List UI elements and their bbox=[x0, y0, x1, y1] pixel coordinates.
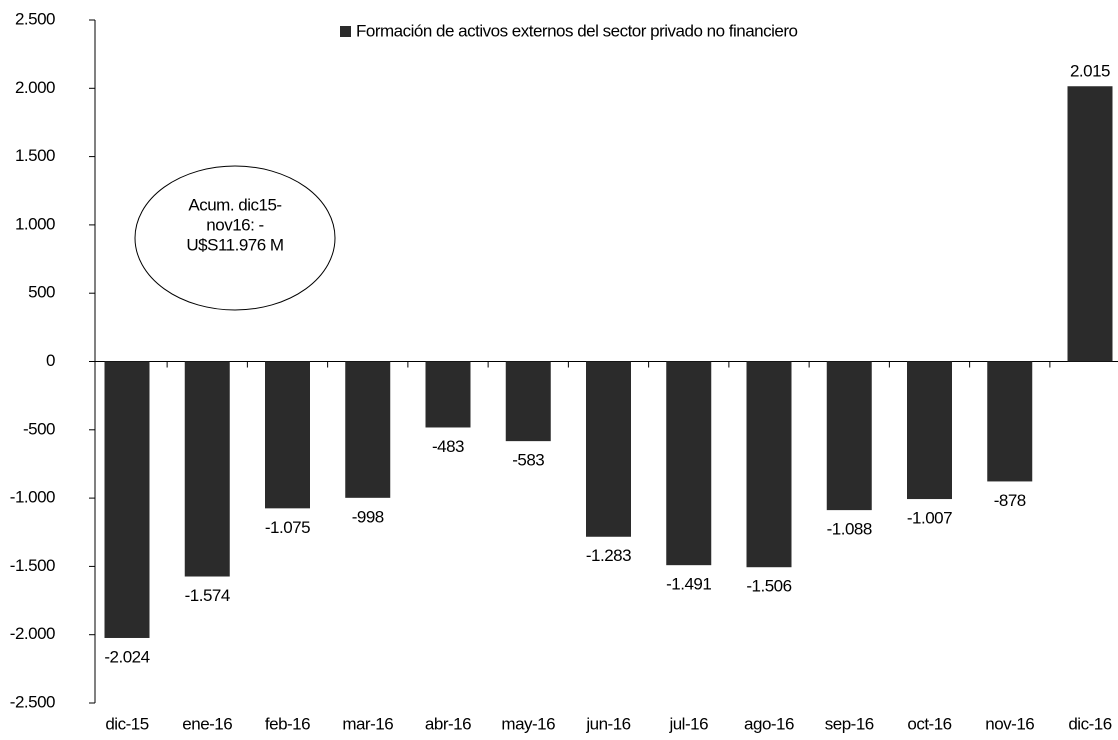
x-tick-label: dic-16 bbox=[1068, 714, 1111, 733]
x-tick-label: ene-16 bbox=[182, 714, 232, 733]
value-label: -1.491 bbox=[666, 575, 711, 594]
value-label: -1.075 bbox=[265, 518, 310, 537]
y-tick-label: 2.000 bbox=[15, 78, 55, 97]
y-tick-label: -500 bbox=[23, 419, 55, 438]
y-tick-label: 0 bbox=[46, 351, 55, 370]
bar bbox=[184, 361, 230, 577]
value-label: 2.015 bbox=[1070, 62, 1110, 81]
legend-label: Formación de activos externos del sector… bbox=[356, 21, 798, 40]
y-tick-label: 1.500 bbox=[15, 146, 55, 165]
x-tick-label: oct-16 bbox=[907, 714, 951, 733]
annotation: U$S11.976 M bbox=[186, 235, 283, 254]
y-tick-label: 2.500 bbox=[15, 9, 55, 28]
value-label: -1.007 bbox=[907, 509, 952, 528]
x-tick-label: may-16 bbox=[501, 714, 555, 733]
bar bbox=[907, 361, 952, 500]
value-label: -1.283 bbox=[586, 546, 631, 565]
bar bbox=[505, 361, 551, 442]
bar bbox=[586, 361, 631, 537]
legend-swatch bbox=[340, 26, 351, 37]
bar bbox=[104, 361, 150, 638]
x-tick-label: feb-16 bbox=[265, 714, 310, 733]
value-label: -1.088 bbox=[827, 520, 872, 539]
x-tick-label: jun-16 bbox=[585, 714, 630, 733]
bar bbox=[265, 361, 310, 509]
value-label: -483 bbox=[432, 437, 464, 456]
y-tick-label: -2.000 bbox=[10, 624, 55, 643]
x-tick-label: dic-15 bbox=[105, 714, 148, 733]
x-tick-label: sep-16 bbox=[825, 714, 874, 733]
bar bbox=[826, 361, 872, 511]
value-label: -998 bbox=[352, 507, 384, 526]
x-tick-label: nov-16 bbox=[985, 714, 1034, 733]
y-tick-label: -1.000 bbox=[10, 488, 55, 507]
annotation-circle bbox=[134, 165, 336, 311]
annotation: Acum. dic15- bbox=[188, 195, 281, 214]
value-label: -1.574 bbox=[185, 586, 230, 605]
value-label: -1.506 bbox=[746, 577, 791, 596]
annotation: nov16: - bbox=[206, 215, 263, 234]
bar bbox=[345, 361, 391, 498]
value-label: -2.024 bbox=[104, 647, 149, 666]
x-tick-label: ago-16 bbox=[744, 714, 794, 733]
x-tick-label: abr-16 bbox=[425, 714, 471, 733]
bar bbox=[746, 361, 792, 568]
x-tick-label: jul-16 bbox=[668, 714, 708, 733]
bar bbox=[987, 361, 1033, 482]
bar bbox=[666, 361, 712, 566]
bar bbox=[425, 361, 471, 428]
value-label: -878 bbox=[994, 491, 1026, 510]
y-tick-label: -1.500 bbox=[10, 556, 55, 575]
y-tick-label: 500 bbox=[28, 283, 55, 302]
bar bbox=[1067, 86, 1113, 362]
y-tick-label: -2.500 bbox=[10, 692, 55, 711]
value-label: -583 bbox=[512, 451, 544, 470]
x-tick-label: mar-16 bbox=[342, 714, 393, 733]
y-tick-label: 1.000 bbox=[15, 214, 55, 233]
